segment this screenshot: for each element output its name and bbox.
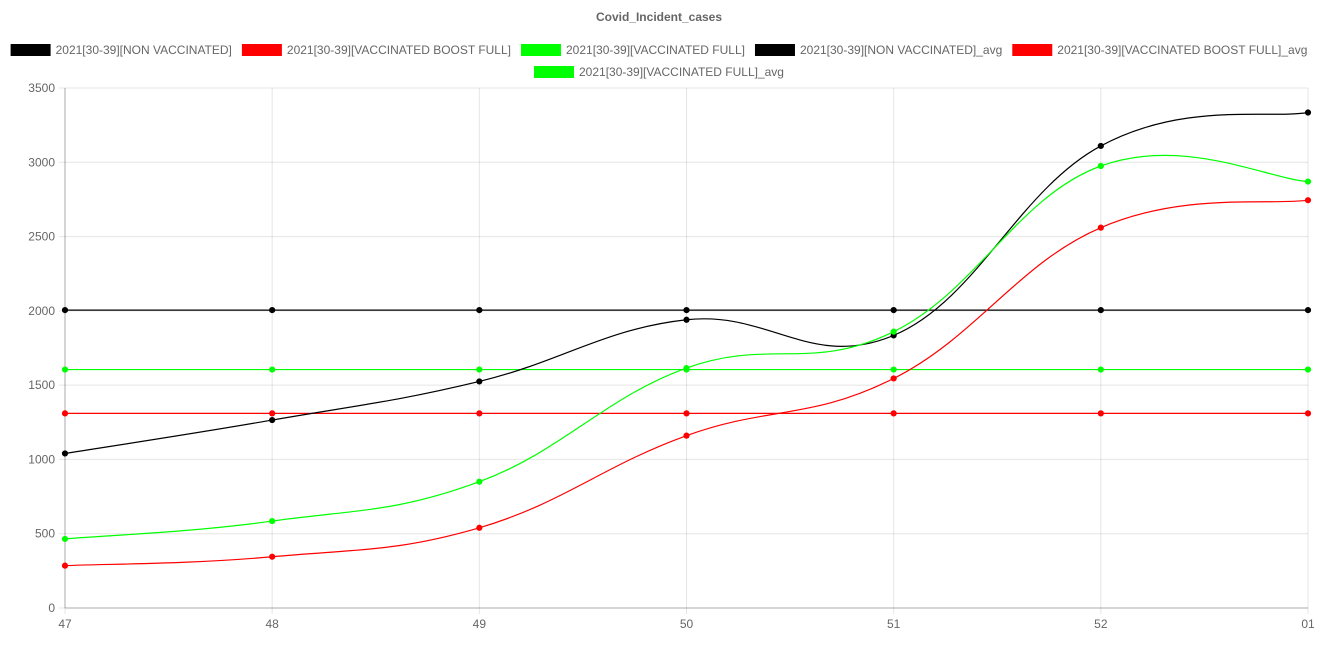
x-tick-label: 49: [473, 617, 487, 631]
data-point[interactable]: [269, 307, 276, 314]
data-point[interactable]: [1304, 197, 1312, 204]
data-point[interactable]: [1097, 366, 1104, 373]
data-point[interactable]: [476, 378, 483, 385]
legend-label: 2021[30-39][VACCINATED BOOST FULL]: [287, 43, 511, 57]
data-point[interactable]: [476, 524, 483, 531]
y-tick-label: 1500: [28, 378, 55, 392]
data-point[interactable]: [61, 410, 69, 417]
legend: 2021[30-39][NON VACCINATED] 2021[30-39][V…: [10, 43, 1307, 79]
data-point[interactable]: [61, 450, 69, 457]
data-point[interactable]: [476, 366, 483, 373]
data-point[interactable]: [61, 307, 69, 314]
data-point[interactable]: [683, 410, 690, 417]
data-point[interactable]: [269, 416, 276, 424]
data-point[interactable]: [890, 375, 897, 382]
series-layer: [61, 109, 1312, 569]
legend-swatch: [754, 44, 795, 56]
legend-item[interactable]: 2021[30-39][NON VACCINATED]_avg: [754, 43, 1002, 57]
data-point[interactable]: [1097, 142, 1104, 150]
y-tick-label: 0: [48, 601, 55, 615]
data-point[interactable]: [890, 366, 897, 373]
data-point[interactable]: [476, 478, 483, 485]
data-point[interactable]: [890, 410, 897, 417]
data-point[interactable]: [683, 316, 690, 323]
data-point[interactable]: [1304, 109, 1312, 116]
legend-swatch: [10, 44, 51, 56]
x-tick-label: 52: [1094, 617, 1108, 631]
series-1: [61, 197, 1312, 569]
chart-title: Covid_Incident_cases: [596, 10, 722, 24]
legend-item[interactable]: 2021[30-39][NON VACCINATED]: [10, 43, 232, 57]
y-tick-label: 2500: [28, 230, 55, 244]
legend-item[interactable]: 2021[30-39][VACCINATED BOOST FULL]: [241, 43, 511, 57]
data-point[interactable]: [1304, 366, 1312, 373]
axes: 0 500 1000 1500 2000 2500 3000 3500 47 48 49 50 51 52…: [28, 81, 1315, 631]
data-point[interactable]: [890, 307, 897, 314]
legend-swatch: [534, 66, 575, 78]
legend-item[interactable]: 2021[30-39][VACCINATED FULL]_avg: [534, 65, 784, 79]
data-point[interactable]: [1304, 410, 1312, 417]
data-point[interactable]: [269, 517, 276, 525]
data-point[interactable]: [476, 410, 483, 417]
series-0: [61, 109, 1312, 457]
y-tick-label: 1000: [28, 452, 55, 466]
data-point[interactable]: [1097, 307, 1104, 314]
legend-swatch: [241, 44, 282, 56]
data-point[interactable]: [61, 562, 69, 569]
x-tick-label: 50: [680, 617, 694, 631]
data-point[interactable]: [683, 307, 690, 314]
series-2: [61, 154, 1312, 543]
data-point[interactable]: [1304, 178, 1312, 185]
data-point[interactable]: [476, 307, 483, 314]
series-4: [61, 410, 1312, 417]
data-point[interactable]: [269, 410, 276, 417]
legend-item[interactable]: 2021[30-39][VACCINATED BOOST FULL]_avg: [1012, 43, 1307, 57]
y-tick-label: 3000: [28, 155, 55, 169]
series-3: [61, 307, 1312, 314]
x-tick-label: 47: [58, 617, 72, 631]
legend-label: 2021[30-39][VACCINATED FULL]: [566, 43, 745, 57]
data-point[interactable]: [890, 328, 897, 335]
data-point[interactable]: [61, 535, 69, 543]
x-tick-label: 48: [265, 617, 279, 631]
data-point[interactable]: [683, 432, 690, 439]
data-point[interactable]: [1097, 162, 1104, 170]
data-point[interactable]: [1097, 224, 1104, 231]
x-tick-label: 51: [887, 617, 901, 631]
legend-swatch: [1012, 44, 1053, 56]
data-point[interactable]: [61, 366, 69, 373]
y-tick-label: 500: [35, 527, 55, 541]
data-point[interactable]: [1097, 410, 1104, 417]
data-point[interactable]: [269, 366, 276, 373]
legend-label: 2021[30-39][NON VACCINATED]: [56, 43, 232, 57]
legend-label: 2021[30-39][VACCINATED BOOST FULL]_avg: [1057, 43, 1307, 57]
x-tick-label: 01: [1301, 617, 1315, 631]
legend-item[interactable]: 2021[30-39][VACCINATED FULL]: [521, 43, 745, 57]
legend-swatch: [521, 44, 561, 56]
legend-label: 2021[30-39][NON VACCINATED]_avg: [800, 43, 1002, 57]
data-point[interactable]: [269, 553, 276, 560]
y-tick-label: 3500: [28, 81, 55, 95]
grid: [59, 87, 1309, 614]
data-point[interactable]: [1304, 307, 1312, 314]
legend-label: 2021[30-39][VACCINATED FULL]_avg: [579, 65, 784, 79]
data-point[interactable]: [683, 364, 690, 372]
y-tick-label: 2000: [28, 304, 55, 318]
